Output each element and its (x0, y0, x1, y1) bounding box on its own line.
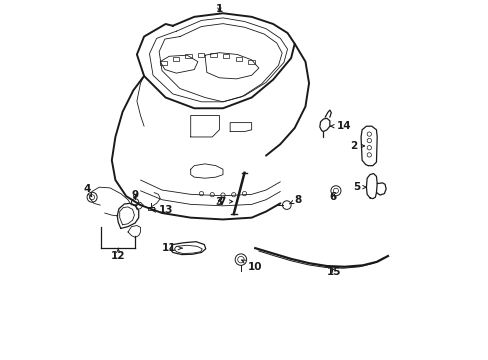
Bar (148, 207, 154, 211)
Text: 10: 10 (241, 260, 262, 272)
Circle shape (210, 193, 214, 197)
Text: 14: 14 (330, 121, 351, 131)
Bar (210, 53, 217, 57)
Circle shape (282, 201, 290, 210)
Text: 7: 7 (218, 197, 232, 207)
Bar (185, 54, 191, 58)
Circle shape (333, 188, 338, 193)
Circle shape (330, 186, 340, 196)
Circle shape (231, 193, 235, 197)
Text: 3: 3 (215, 197, 223, 207)
Text: 15: 15 (326, 267, 341, 277)
Text: 2: 2 (349, 141, 364, 151)
Bar (223, 54, 229, 58)
Circle shape (199, 192, 203, 196)
Text: 9: 9 (131, 190, 139, 200)
Circle shape (87, 192, 97, 202)
Circle shape (237, 256, 244, 263)
Circle shape (366, 138, 371, 143)
Text: 12: 12 (111, 248, 125, 261)
Circle shape (242, 192, 246, 196)
Circle shape (235, 254, 246, 265)
Circle shape (89, 195, 94, 200)
Bar (198, 53, 204, 57)
Circle shape (366, 132, 371, 136)
Bar (160, 60, 166, 64)
Circle shape (366, 153, 371, 157)
Circle shape (221, 193, 224, 197)
Text: 8: 8 (289, 195, 301, 205)
Text: 13: 13 (152, 206, 173, 216)
Bar (247, 60, 254, 64)
Text: 11: 11 (162, 243, 182, 253)
Bar (172, 57, 179, 60)
Text: 5: 5 (352, 182, 366, 192)
Bar (235, 57, 242, 60)
Circle shape (131, 199, 139, 206)
Text: 1: 1 (215, 4, 223, 14)
Circle shape (366, 145, 371, 150)
Text: 6: 6 (329, 192, 336, 202)
Text: 4: 4 (83, 184, 92, 197)
